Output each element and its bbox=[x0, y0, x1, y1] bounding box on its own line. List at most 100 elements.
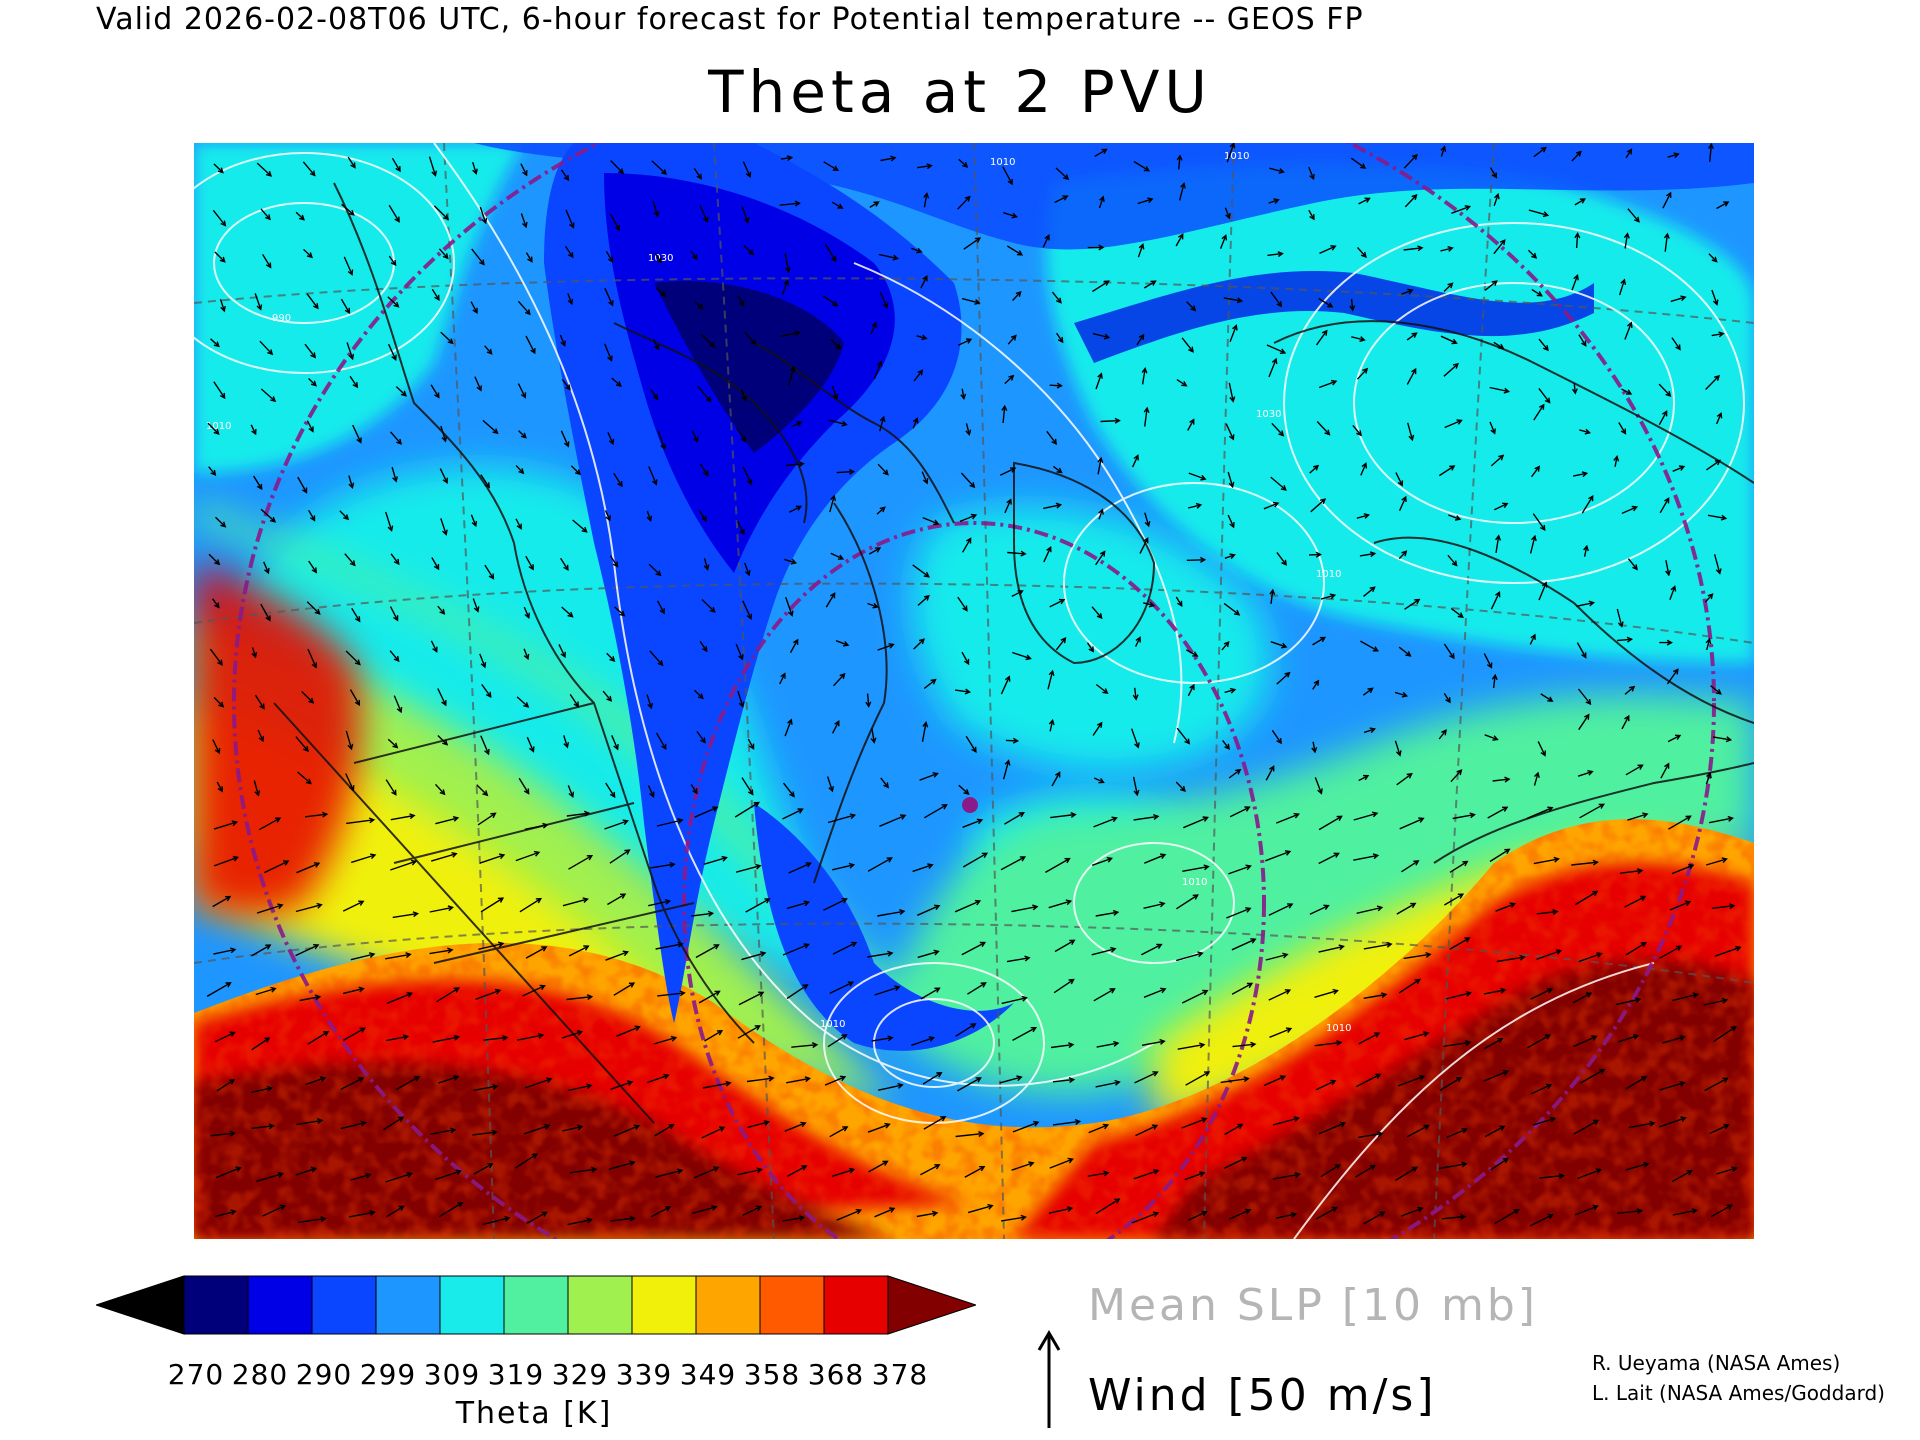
wind-vector bbox=[614, 606, 626, 617]
wind-vector bbox=[1093, 777, 1105, 784]
wind-vector bbox=[523, 648, 530, 661]
wind-vector bbox=[649, 650, 664, 667]
wind-vector bbox=[1579, 1068, 1606, 1084]
wind-vector bbox=[440, 518, 448, 536]
wind-vector bbox=[691, 430, 699, 443]
wind-vector bbox=[260, 388, 277, 403]
wind-vector bbox=[344, 553, 356, 567]
wind-vector bbox=[1271, 422, 1285, 437]
wind-vector bbox=[961, 297, 981, 305]
wind-vector bbox=[254, 293, 263, 311]
wind-vector bbox=[1395, 472, 1404, 487]
tick-label: 339 bbox=[615, 1358, 673, 1391]
wind-vector bbox=[307, 648, 318, 669]
wind-vector bbox=[1398, 978, 1421, 994]
wind-vector bbox=[251, 1037, 271, 1051]
wind-vector bbox=[1616, 608, 1624, 628]
theta-map[interactable]: 1010 1030 990 1010 1030 1010 1010 1010 1… bbox=[194, 143, 1754, 1239]
wind-vector bbox=[253, 780, 261, 797]
wind-vector bbox=[967, 1203, 994, 1214]
wind-vector bbox=[1088, 1123, 1110, 1134]
wind-vector bbox=[210, 1130, 236, 1137]
wind-vector bbox=[961, 651, 970, 666]
wind-vector bbox=[215, 1031, 236, 1043]
wind-vector bbox=[565, 209, 575, 229]
wind-vector bbox=[564, 245, 574, 259]
wind-vector bbox=[967, 982, 987, 995]
wind-vector bbox=[214, 251, 226, 263]
colorbar-cell bbox=[695, 1275, 761, 1335]
tick-label: 290 bbox=[295, 1358, 353, 1391]
wind-vector bbox=[1533, 403, 1545, 421]
wind-vector bbox=[652, 200, 660, 218]
wind-vector bbox=[780, 330, 801, 337]
wind-vector bbox=[479, 853, 506, 864]
wind-vector bbox=[1175, 233, 1184, 247]
wind-vector bbox=[1577, 688, 1592, 706]
wind-vector bbox=[1314, 777, 1323, 795]
wind-vector bbox=[1276, 671, 1291, 685]
wind-vector bbox=[349, 375, 359, 389]
wind-vector bbox=[1487, 806, 1509, 819]
wind-vector bbox=[472, 161, 478, 175]
wind-vector bbox=[1275, 1211, 1298, 1219]
wind-vector bbox=[1310, 498, 1327, 513]
wind-vector bbox=[829, 981, 855, 995]
wind-vector bbox=[1318, 379, 1338, 389]
wind-vector bbox=[1531, 288, 1543, 297]
wind-vector bbox=[301, 691, 315, 704]
wind-vector bbox=[480, 474, 491, 489]
wind-vector bbox=[917, 594, 930, 606]
wind-vector bbox=[916, 334, 928, 341]
wind-vector bbox=[1187, 683, 1195, 697]
wind-vector bbox=[1493, 341, 1505, 350]
wind-vector bbox=[1228, 864, 1252, 875]
wind-vector bbox=[1267, 251, 1284, 258]
wind-vector bbox=[560, 169, 570, 182]
wind-vector bbox=[1527, 806, 1554, 819]
wind-vector bbox=[1231, 938, 1257, 951]
wind-vector bbox=[652, 339, 660, 351]
wind-vector bbox=[1711, 331, 1725, 338]
wind-vector bbox=[1619, 868, 1644, 875]
wind-vector bbox=[962, 818, 984, 828]
wind-vector bbox=[1054, 939, 1076, 953]
wind-vector bbox=[695, 944, 720, 959]
wind-vector bbox=[1229, 806, 1251, 818]
wind-vector bbox=[1269, 1027, 1293, 1038]
wind-vector bbox=[1050, 812, 1077, 819]
wind-vector bbox=[1356, 513, 1371, 519]
wind-vector bbox=[655, 941, 684, 950]
wind-vector bbox=[350, 952, 376, 961]
wind-vector bbox=[1220, 1076, 1250, 1084]
wind-vector bbox=[1667, 734, 1682, 743]
wind-vector bbox=[822, 295, 839, 307]
wind-vector bbox=[1012, 651, 1032, 661]
wind-vector bbox=[1671, 1170, 1693, 1183]
wind-vector bbox=[831, 201, 844, 209]
wind-vector bbox=[1139, 537, 1149, 554]
wind-vector bbox=[386, 1034, 410, 1042]
wind-vector bbox=[824, 243, 837, 263]
wind-vector bbox=[880, 155, 897, 162]
wind-vector bbox=[518, 777, 530, 795]
wind-vector bbox=[212, 895, 232, 908]
wind-vector bbox=[1100, 417, 1121, 424]
wind-vector bbox=[1178, 182, 1186, 201]
wind-vector bbox=[471, 248, 485, 266]
wind-vector bbox=[955, 688, 972, 695]
wind-vector bbox=[1349, 298, 1356, 312]
wind-vector bbox=[746, 1075, 775, 1083]
wind-vector bbox=[745, 898, 771, 913]
wind-vector bbox=[1320, 1164, 1341, 1178]
wind-vector bbox=[341, 203, 355, 216]
tick-label: 270 bbox=[167, 1358, 225, 1391]
wind-vector bbox=[395, 386, 407, 397]
wind-vector bbox=[1356, 905, 1384, 914]
wind-vector bbox=[1530, 465, 1541, 478]
wind-vector bbox=[650, 389, 659, 401]
wind-vector bbox=[307, 509, 316, 522]
wind-vector bbox=[877, 463, 889, 476]
wind-vector bbox=[1401, 288, 1414, 295]
wind-vector bbox=[1011, 1161, 1035, 1171]
